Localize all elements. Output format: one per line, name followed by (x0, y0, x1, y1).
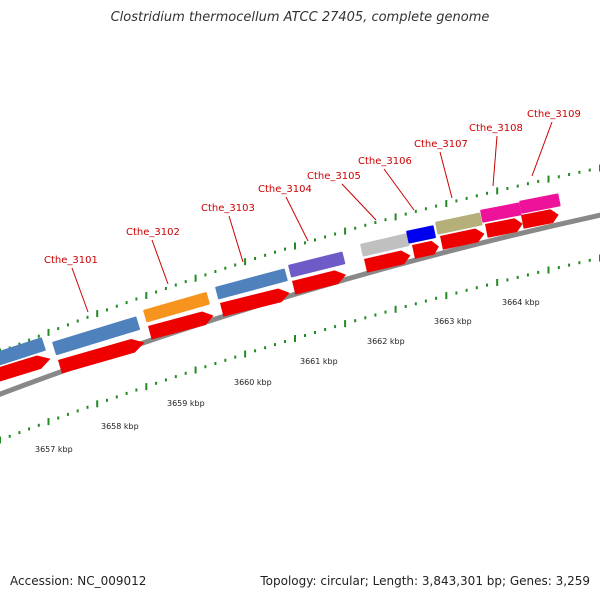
feature-block-cthe-3101 (52, 316, 140, 356)
gene-label-cthe-3107: Cthe_3107 (414, 139, 468, 150)
cds-arrow (485, 218, 523, 238)
feature-block-cthe-3103 (215, 268, 288, 300)
genome-summary-label: Topology: circular; Length: 3,843,301 bp… (260, 574, 590, 588)
cds-arrow (521, 209, 559, 229)
kbp-label: 3664 kbp (502, 298, 540, 307)
gene-label-cthe-3101: Cthe_3101 (44, 255, 98, 266)
gene-label-cthe-3105: Cthe_3105 (307, 171, 361, 182)
cds-arrow (0, 355, 51, 390)
feature-block-partial (0, 337, 46, 372)
kbp-label: 3662 kbp (367, 337, 405, 346)
gene-label-cthe-3109: Cthe_3109 (527, 109, 581, 120)
gene-feature-track (0, 193, 561, 372)
cds-arrow (292, 270, 347, 295)
kbp-label: 3659 kbp (167, 399, 205, 408)
cds-arrow (364, 250, 411, 273)
leader-line (151, 239, 169, 285)
feature-block-cthe-3106 (406, 225, 436, 244)
kbp-label: 3658 kbp (101, 422, 139, 431)
feature-block-cthe-3108 (480, 202, 522, 223)
map-title: Clostridium thermocellum ATCC 27405, com… (110, 10, 490, 25)
leader-line (71, 267, 89, 313)
leader-line (341, 183, 377, 221)
leader-line (228, 215, 244, 263)
position-labels: 3657 kbp 3658 kbp 3659 kbp 3660 kbp 3661… (35, 298, 540, 454)
kbp-label: 3661 kbp (300, 357, 338, 366)
leader-line (531, 121, 553, 177)
gene-label-cthe-3106: Cthe_3106 (358, 156, 412, 167)
gene-labels: Cthe_3101 Cthe_3102 Cthe_3103 Cthe_3104 … (44, 109, 581, 313)
gene-label-cthe-3104: Cthe_3104 (258, 184, 312, 195)
kbp-label: 3657 kbp (35, 445, 73, 454)
kbp-label: 3663 kbp (434, 317, 472, 326)
gene-label-cthe-3102: Cthe_3102 (126, 227, 180, 238)
upper-tick-row (0, 164, 600, 356)
cds-arrow (220, 288, 290, 317)
cds-arrow (58, 339, 145, 374)
gene-label-cthe-3103: Cthe_3103 (201, 203, 255, 214)
leader-line (492, 135, 498, 187)
leader-line (383, 168, 415, 211)
kbp-label: 3660 kbp (234, 378, 272, 387)
feature-block-cthe-3109 (519, 193, 561, 214)
cds-track (0, 209, 559, 390)
leader-line (439, 151, 453, 199)
feature-block-cthe-3105 (360, 233, 410, 257)
accession-label: Accession: NC_009012 (10, 574, 147, 588)
feature-block-cthe-3104 (288, 251, 346, 278)
cds-arrow (148, 311, 214, 340)
cds-arrow (412, 240, 439, 259)
gene-label-cthe-3108: Cthe_3108 (469, 123, 523, 134)
feature-block-cthe-3107 (435, 212, 483, 235)
cds-arrow (440, 228, 485, 250)
leader-line (285, 196, 309, 242)
feature-block-cthe-3102 (143, 292, 210, 323)
lower-tick-row (0, 254, 600, 444)
